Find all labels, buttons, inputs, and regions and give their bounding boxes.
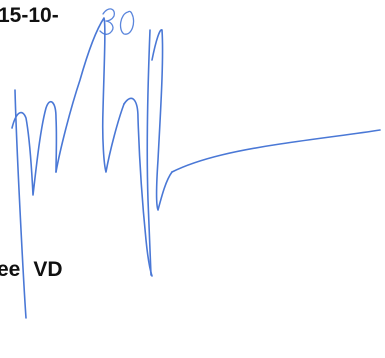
signer-text-first: ee	[0, 258, 21, 281]
signature-stroke-loop-two	[123, 97, 153, 277]
signature-stroke-thin-vertical	[146, 29, 152, 276]
signature-stroke-hook	[151, 29, 173, 211]
signature-stroke-tall	[55, 17, 125, 173]
handwritten-day-digit-zero	[119, 10, 135, 35]
handwritten-day-digit-three	[99, 8, 115, 35]
date-text: 15-10-	[0, 4, 59, 27]
signature-stroke-loop-one	[11, 100, 58, 196]
signer-text-second: VD	[33, 258, 63, 281]
signature-stroke-tail	[171, 129, 381, 173]
signature-stroke-left-descender	[14, 89, 27, 319]
signer-initials: ee VD	[0, 258, 63, 282]
